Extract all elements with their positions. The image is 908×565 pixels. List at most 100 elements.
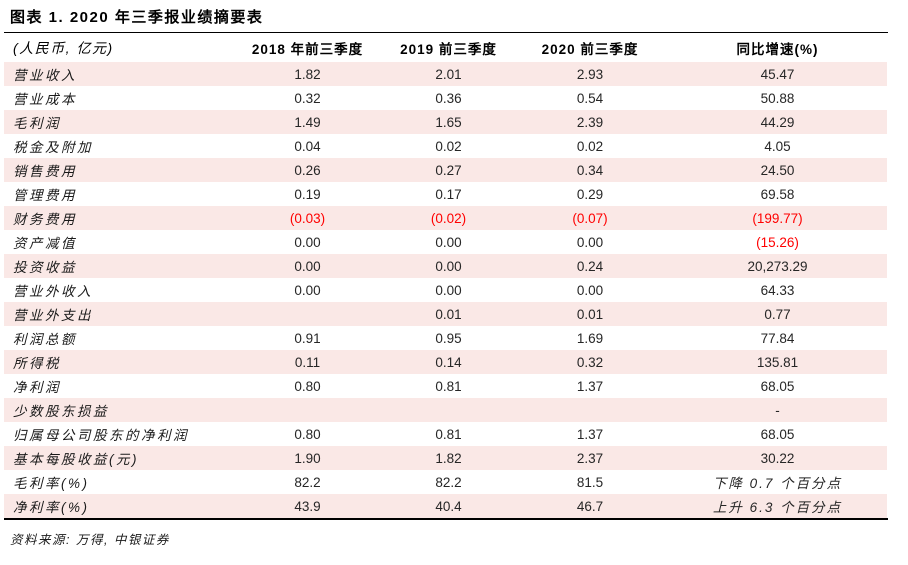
table-row: 营业成本 0.32 0.36 0.54 50.88 (4, 86, 887, 110)
cell-value: 0.00 (435, 282, 462, 298)
cell-value: 0.24 (576, 258, 604, 274)
table-row: 管理费用 0.19 0.17 0.29 69.58 (4, 182, 887, 206)
cell-value: - (775, 402, 780, 418)
header-col-2019: 2019 前三季度 (400, 41, 497, 57)
row-label: 净利润 (13, 380, 61, 395)
cell-value: 1.49 (294, 114, 321, 130)
cell-value: 0.91 (294, 330, 321, 346)
cell-value: 4.05 (764, 138, 791, 154)
row-label: 基本每股收益(元) (13, 452, 139, 467)
table-row: 少数股东损益 - (4, 398, 887, 422)
cell-value: 0.02 (435, 138, 462, 154)
cell-value: (0.03) (289, 210, 326, 226)
cell-value: 20,273.29 (747, 258, 808, 274)
cell-value: 0.77 (764, 306, 791, 322)
row-label: 资产减值 (13, 236, 77, 251)
cell-value: 0.00 (576, 282, 604, 298)
table-row: 基本每股收益(元) 1.90 1.82 2.37 30.22 (4, 446, 887, 470)
cell-value: 30.22 (760, 450, 795, 466)
row-label: 净利率(%) (13, 500, 90, 515)
cell-value: 77.84 (760, 330, 795, 346)
table-row: 所得税 0.11 0.14 0.32 135.81 (4, 350, 887, 374)
cell-value: 44.29 (760, 114, 795, 130)
cell-value: 135.81 (756, 354, 799, 370)
cell-value (385, 398, 512, 422)
row-label: 营业外收入 (13, 284, 93, 299)
table-row: 财务费用 (0.03) (0.02) (0.07) (199.77) (4, 206, 887, 230)
table-row: 税金及附加 0.04 0.02 0.02 4.05 (4, 134, 887, 158)
table-row: 毛利率(%) 82.2 82.2 81.5 下降 0.7 个百分点 (4, 470, 887, 494)
cell-value: 0.00 (294, 282, 321, 298)
header-col-yoy: 同比增速(%) (736, 41, 819, 57)
cell-value: (0.07) (572, 210, 608, 226)
row-label: 销售费用 (13, 164, 77, 179)
cell-value: 2.39 (576, 114, 604, 130)
table-row: 资产减值 0.00 0.00 0.00 (15.26) (4, 230, 887, 254)
header-col-2020: 2020 前三季度 (541, 41, 639, 57)
cell-value (230, 302, 385, 326)
cell-value: 下降 0.7 个百分点 (712, 476, 843, 491)
row-label: 营业成本 (13, 92, 77, 107)
table-row: 营业收入 1.82 2.01 2.93 45.47 (4, 62, 887, 86)
summary-table: (人民币, 亿元) 2018 年前三季度 2019 前三季度 2020 前三季度… (4, 33, 887, 518)
table-row: 营业外收入 0.00 0.00 0.00 64.33 (4, 278, 887, 302)
row-label: 营业外支出 (13, 308, 93, 323)
table-row: 投资收益 0.00 0.00 0.24 20,273.29 (4, 254, 887, 278)
table-row: 销售费用 0.26 0.27 0.34 24.50 (4, 158, 887, 182)
cell-value: 上升 6.3 个百分点 (712, 500, 843, 515)
header-col-2018: 2018 年前三季度 (251, 41, 364, 57)
table-row: 归属母公司股东的净利润 0.80 0.81 1.37 68.05 (4, 422, 887, 446)
cell-value: 0.54 (576, 90, 604, 106)
cell-value: (199.77) (752, 210, 803, 226)
table-row: 毛利润 1.49 1.65 2.39 44.29 (4, 110, 887, 134)
cell-value: 0.01 (576, 306, 604, 322)
cell-value: (15.26) (756, 234, 799, 250)
cell-value: 82.2 (294, 474, 321, 490)
cell-value: 0.29 (576, 186, 604, 202)
cell-value: 0.00 (294, 234, 321, 250)
row-label: 利润总额 (13, 332, 77, 347)
cell-value (230, 398, 385, 422)
cell-value: 0.32 (294, 90, 321, 106)
cell-value: 81.5 (576, 474, 604, 490)
table-row: 净利润 0.80 0.81 1.37 68.05 (4, 374, 887, 398)
cell-value: 68.05 (760, 426, 795, 442)
cell-value: 0.14 (435, 354, 462, 370)
cell-value: 2.37 (576, 450, 604, 466)
cell-value: 1.69 (576, 330, 604, 346)
cell-value: 68.05 (760, 378, 795, 394)
cell-value: 0.17 (435, 186, 462, 202)
cell-value: 1.82 (435, 450, 462, 466)
cell-value: 2.01 (435, 66, 462, 82)
cell-value: 0.04 (294, 138, 321, 154)
title-divider (4, 32, 888, 33)
cell-value: 0.81 (435, 426, 462, 442)
cell-value: 1.37 (576, 426, 604, 442)
table-body: 营业收入 1.82 2.01 2.93 45.47 营业成本 0.32 0.36 0.54 50.… (4, 62, 887, 518)
cell-value: 0.00 (435, 234, 462, 250)
cell-value: 0.01 (435, 306, 462, 322)
cell-value: 0.81 (435, 378, 462, 394)
source-note: 资料来源: 万得, 中银证券 (10, 533, 170, 547)
cell-value: 0.80 (294, 378, 321, 394)
cell-value: 24.50 (760, 162, 795, 178)
header-unit-label: (人民币, 亿元) (13, 39, 114, 56)
cell-value: 1.37 (576, 378, 604, 394)
cell-value: 0.36 (435, 90, 462, 106)
row-label: 税金及附加 (13, 140, 93, 155)
row-label: 毛利润 (13, 116, 61, 131)
cell-value: 1.65 (435, 114, 462, 130)
table-bottom-divider (4, 518, 888, 520)
cell-value: 0.34 (576, 162, 604, 178)
row-label: 归属母公司股东的净利润 (13, 428, 189, 443)
cell-value: 40.4 (435, 498, 462, 514)
row-label: 所得税 (13, 356, 61, 371)
row-label: 财务费用 (13, 212, 77, 227)
cell-value: 0.11 (294, 354, 321, 370)
cell-value: 2.93 (576, 66, 604, 82)
cell-value: 0.00 (294, 258, 321, 274)
row-label: 营业收入 (13, 68, 77, 83)
cell-value: (0.02) (430, 210, 467, 226)
cell-value: 1.82 (294, 66, 321, 82)
